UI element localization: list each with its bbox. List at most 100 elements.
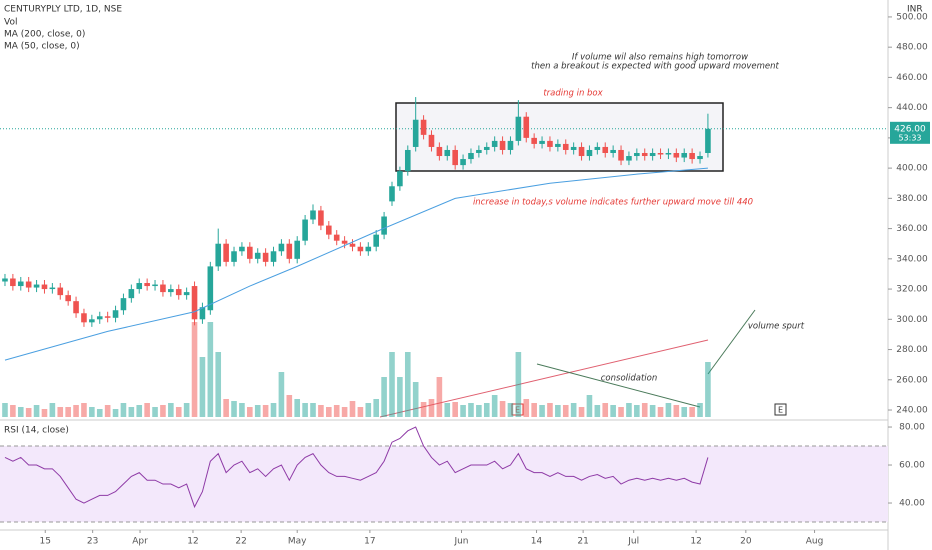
currency: INR [907, 5, 923, 15]
candle-body [397, 171, 403, 187]
volume-bar [57, 407, 64, 417]
volume-bar [539, 405, 545, 417]
candle-body [460, 159, 466, 166]
annotation: then a breakout is expected with good up… [531, 62, 779, 72]
x-tick-label: 20 [740, 537, 752, 547]
candle-body [136, 283, 143, 290]
candle-body [73, 301, 79, 314]
candle-body [476, 149, 482, 154]
volume-bar [136, 405, 143, 417]
volume-bar [2, 403, 8, 417]
candle-body [25, 281, 32, 288]
volume-bar [381, 377, 387, 417]
trend-line [379, 339, 709, 418]
candle-body [262, 252, 269, 262]
volume-bar [175, 407, 182, 417]
symbol-title: CENTURYPLY LTD, 1D, NSE [4, 5, 122, 15]
x-tick-label: Jun [453, 537, 468, 547]
annotation: volume spurt [748, 322, 805, 332]
candle-body [641, 153, 648, 157]
volume-bar [555, 405, 561, 417]
volume-bar [649, 405, 656, 417]
earnings-marker-box[interactable] [774, 403, 787, 416]
x-tick-label: Aug [806, 537, 824, 547]
volume-bar [436, 377, 443, 417]
volume-bar [578, 407, 585, 417]
candle-body [89, 319, 95, 323]
candle-body [10, 278, 16, 287]
volume-bar [452, 402, 458, 417]
indicator-label: MA (50, close, 0) [4, 42, 80, 52]
volume-bar [247, 407, 253, 417]
volume-bar [420, 402, 427, 417]
y-tick-label: 460.00 [896, 73, 928, 83]
candle-body [120, 298, 127, 311]
ma-line [4, 167, 708, 361]
candle-body [412, 119, 419, 147]
y-tick-label: 280.00 [896, 345, 928, 355]
candle-body [444, 149, 451, 157]
candle-body [357, 246, 364, 252]
volume-bar [318, 405, 324, 417]
candle-body [428, 134, 435, 147]
candle-body [215, 243, 222, 267]
candle-body [365, 246, 372, 252]
y-tick-label: 400.00 [896, 164, 928, 174]
volume-bar [10, 405, 16, 417]
candle-body [349, 243, 356, 247]
volume-bar [570, 403, 577, 417]
candle-body [507, 140, 514, 150]
volume-bar [562, 405, 569, 417]
volume-bar [357, 407, 364, 417]
volume-bar [404, 352, 411, 417]
candle-body [168, 289, 174, 293]
volume-bar [681, 407, 688, 417]
volume-bar [515, 352, 522, 417]
volume-bar [262, 405, 269, 417]
candle-body [555, 143, 561, 147]
candle-body [41, 284, 48, 290]
candle-body [634, 153, 640, 157]
candle-body [207, 266, 214, 311]
x-tick-label: 21 [577, 537, 588, 547]
annotation: trading in box [543, 89, 603, 99]
candle-body [57, 287, 64, 296]
x-tick-label: 12 [690, 537, 701, 547]
candle-body [381, 216, 387, 235]
x-tick-label: Apr [132, 537, 148, 547]
candle-body [247, 246, 253, 259]
volume-bar [65, 407, 71, 417]
earnings-marker[interactable]: E [778, 406, 783, 415]
volume-bar [491, 395, 498, 417]
volume-bar [641, 403, 648, 417]
candle-body [436, 146, 443, 157]
volume-bar [594, 405, 601, 417]
volume-bar [523, 399, 530, 417]
candle-body [649, 153, 656, 157]
x-tick-label: 17 [364, 537, 375, 547]
candle-body [112, 310, 119, 318]
volume-bar [191, 322, 198, 417]
x-tick-label: 23 [87, 537, 98, 547]
volume-bar [657, 407, 664, 417]
candle-body [310, 210, 316, 220]
candle-body [191, 286, 198, 320]
x-tick-label: 14 [531, 537, 543, 547]
x-tick-label: Jul [627, 537, 639, 547]
volume-bar [483, 403, 490, 417]
candle-body [199, 307, 206, 320]
candle-body [128, 289, 135, 299]
candle-body [705, 128, 711, 154]
volume-bar [33, 405, 40, 417]
candle-body [175, 289, 182, 296]
y-tick-label: 440.00 [896, 103, 928, 113]
volume-bar [373, 399, 379, 417]
candle-body [183, 292, 190, 296]
volume-bar [168, 403, 174, 417]
x-tick-label: 12 [187, 537, 198, 547]
volume-bar [697, 403, 703, 417]
volume-bar [547, 403, 553, 417]
volume-bar [389, 352, 395, 417]
countdown: 53:33 [898, 133, 921, 142]
candle-body [468, 153, 474, 160]
